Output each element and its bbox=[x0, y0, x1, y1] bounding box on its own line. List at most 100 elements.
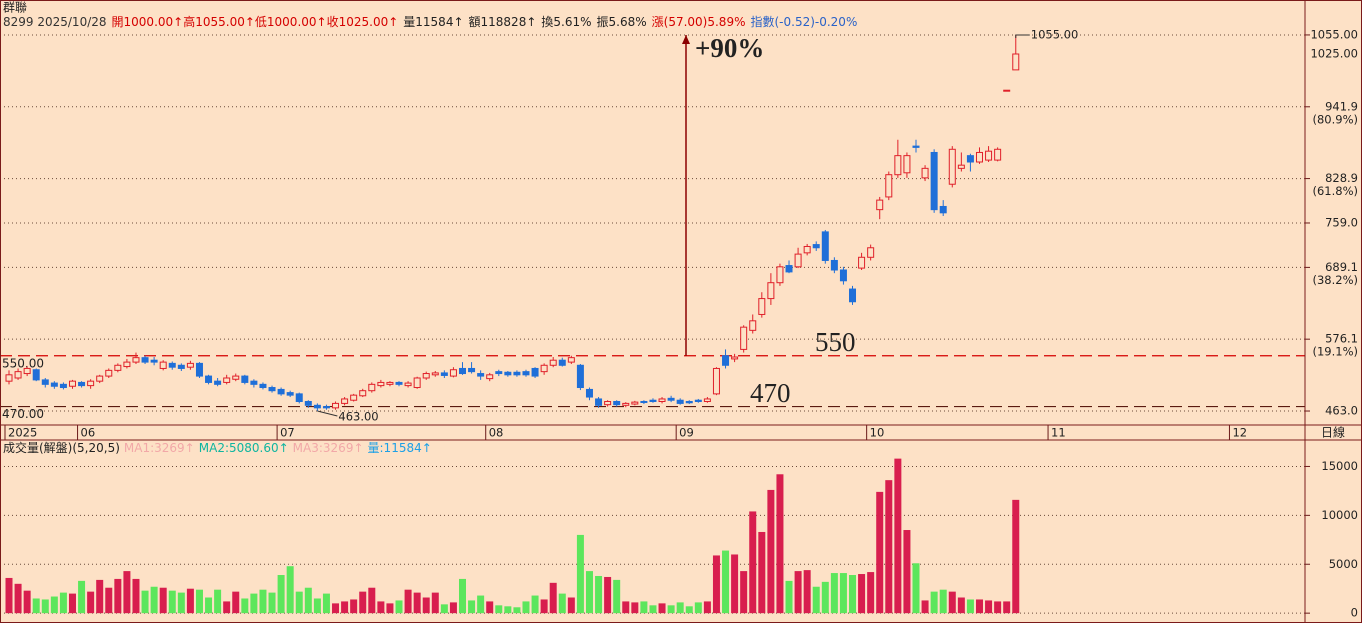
volume-bar bbox=[604, 576, 612, 614]
volume-bar bbox=[395, 600, 403, 614]
volume-bar bbox=[368, 587, 376, 614]
candle-body bbox=[613, 400, 621, 406]
volume-bar bbox=[223, 601, 231, 614]
volume-bar bbox=[286, 566, 294, 614]
volume-bar bbox=[177, 592, 185, 614]
candle-body bbox=[23, 367, 31, 375]
candle-body bbox=[975, 151, 983, 163]
volume-bar bbox=[449, 602, 457, 614]
reference-annotation: 470 bbox=[750, 378, 791, 408]
volume-bar bbox=[186, 588, 194, 614]
volume-bar bbox=[821, 581, 829, 614]
header: 8299 2025/10/28 開1000.00↑高1055.00↑低1000.0… bbox=[3, 14, 857, 29]
y-tick-label: 5000 bbox=[1329, 557, 1358, 571]
candle-body bbox=[785, 265, 793, 273]
candle-body bbox=[50, 382, 58, 387]
candle-body bbox=[96, 375, 104, 382]
volume-bar bbox=[68, 593, 76, 614]
volume-bar bbox=[495, 605, 503, 614]
volume-title: 成交量(解盤)(5,20,5) bbox=[3, 440, 120, 455]
candle-body bbox=[631, 401, 639, 405]
candle-body bbox=[604, 400, 612, 406]
volume-bar bbox=[205, 597, 213, 614]
x-tick-label: 11 bbox=[1051, 426, 1066, 440]
volume-bar bbox=[141, 590, 149, 614]
header-item: 開1000.00↑ bbox=[112, 15, 184, 29]
candle-body bbox=[658, 398, 666, 402]
candle-body bbox=[522, 371, 530, 376]
legend-item: MA1:3269↑ bbox=[124, 441, 195, 455]
volume-bar bbox=[966, 599, 974, 614]
candle-body bbox=[549, 359, 557, 366]
candle-body bbox=[459, 367, 466, 375]
candle-body bbox=[59, 383, 67, 389]
volume-bar bbox=[332, 603, 340, 614]
candle-body bbox=[821, 231, 829, 261]
candle-body bbox=[186, 362, 194, 368]
volume-bar bbox=[59, 592, 67, 614]
candle-body bbox=[32, 369, 40, 381]
volume-bar bbox=[622, 601, 630, 614]
candle-body bbox=[694, 399, 702, 402]
reference-label: 550.00 bbox=[2, 356, 44, 370]
volume-bar bbox=[540, 599, 548, 614]
candle-body bbox=[486, 374, 494, 380]
volume-bar bbox=[431, 592, 439, 614]
candle-body bbox=[921, 167, 929, 179]
candle-body bbox=[177, 364, 185, 369]
volume-bar bbox=[23, 590, 31, 614]
volume-bar bbox=[994, 601, 1002, 614]
candle-body bbox=[404, 382, 412, 387]
volume-bar bbox=[549, 582, 557, 614]
volume-bar bbox=[658, 603, 666, 614]
volume-bar bbox=[740, 571, 748, 614]
candle-body bbox=[214, 380, 222, 385]
candle-body bbox=[867, 247, 875, 258]
volume-bar bbox=[277, 575, 285, 614]
volume-bar bbox=[468, 600, 476, 614]
volume-bar bbox=[685, 606, 693, 614]
candle-body bbox=[712, 367, 720, 395]
candle-body bbox=[41, 379, 49, 385]
volume-bar bbox=[377, 601, 385, 614]
candle-body bbox=[794, 253, 802, 268]
candle-body bbox=[839, 269, 847, 282]
candle-body bbox=[513, 371, 521, 376]
volume-bar bbox=[667, 605, 675, 614]
header-item: 指數(-0.52)-0.20% bbox=[750, 14, 857, 29]
candle-body bbox=[440, 372, 448, 376]
legend-item: MA2:5080.60↑ bbox=[199, 441, 289, 455]
x-tick-label: 06 bbox=[81, 426, 96, 440]
header-item: 低1000.00↑ bbox=[255, 15, 327, 29]
volume-bar bbox=[522, 601, 530, 614]
volume-bar bbox=[975, 599, 983, 614]
candle-body bbox=[585, 388, 593, 398]
candle-body bbox=[903, 155, 911, 174]
volume-bar bbox=[885, 480, 893, 614]
volume-bar bbox=[477, 595, 485, 614]
volume-bar bbox=[903, 530, 911, 614]
volume-bar bbox=[867, 572, 875, 614]
candle-body bbox=[830, 259, 838, 271]
volume-bar bbox=[14, 583, 22, 614]
y-tick-label: 1055.00 bbox=[1310, 27, 1358, 41]
volume-bar bbox=[214, 589, 222, 614]
candle-body bbox=[123, 361, 131, 368]
candle-body bbox=[858, 256, 866, 269]
candle-body bbox=[649, 399, 657, 402]
candle-body bbox=[295, 393, 303, 402]
volume-bar bbox=[313, 598, 321, 614]
y-tick-label: 759.0 bbox=[1325, 215, 1358, 229]
header-item: 振5.68% bbox=[597, 15, 647, 29]
x-tick-label: 08 bbox=[489, 426, 504, 440]
candle-body bbox=[322, 406, 330, 409]
candle-body bbox=[68, 380, 76, 387]
candle-body bbox=[876, 199, 884, 211]
reference-annotation: 550 bbox=[815, 327, 856, 357]
candle-body bbox=[386, 381, 394, 385]
volume-bar bbox=[459, 578, 466, 614]
candle-body bbox=[286, 392, 294, 396]
candle-body bbox=[985, 150, 993, 161]
y-tick-label: 463.0 bbox=[1325, 404, 1358, 418]
